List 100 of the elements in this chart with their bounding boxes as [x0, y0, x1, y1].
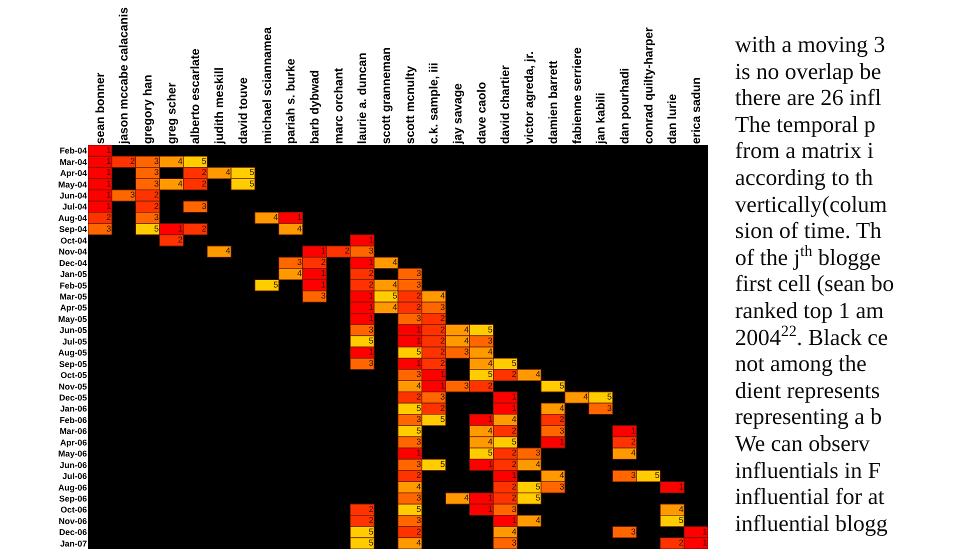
data-label: 3 [512, 538, 517, 548]
data-label: 1 [416, 358, 422, 368]
data-label: 3 [416, 313, 422, 324]
data-label: 5 [249, 167, 254, 178]
y-tick-label: Dec-06 [59, 527, 88, 538]
data-label: 5 [416, 346, 422, 357]
text: according to th [735, 164, 873, 192]
data-label: 4 [392, 302, 398, 312]
data-label: 4 [440, 290, 446, 301]
data-label: 5 [440, 414, 446, 424]
data-label: 1 [368, 256, 374, 267]
data-label: 2 [106, 212, 112, 222]
data-label: 4 [297, 268, 302, 278]
data-label: 4 [273, 212, 278, 222]
data-label: 2 [416, 526, 422, 536]
data-label: 2 [202, 167, 207, 178]
data-label: 4 [512, 414, 517, 424]
data-label: 4 [178, 156, 183, 166]
y-tick-label: Sep-04 [59, 224, 88, 234]
y-tick-label: Mar-05 [60, 291, 88, 302]
data-label: 2 [440, 358, 446, 368]
data-label: 4 [512, 526, 517, 536]
text: sion of time. Th [735, 218, 882, 245]
x-tick-label: scott mcnulty [402, 66, 417, 144]
data-label: 2 [368, 515, 374, 526]
x-tick-label: david chartier [498, 64, 512, 144]
data-label: 5 [202, 156, 207, 166]
data-label: 5 [368, 538, 374, 548]
x-tick-label: fabienne serriere [570, 46, 584, 144]
data-label: 3 [416, 436, 422, 447]
x-tick-label: conrad quilty-harper [641, 26, 656, 144]
data-label: 4 [464, 324, 470, 334]
data-label: 2 [202, 223, 207, 234]
x-tick-label: judith meskill [212, 67, 226, 145]
x-tick-label: michael sciannamea [260, 26, 274, 144]
data-label: 1 [106, 178, 112, 188]
text: influentials in F [735, 458, 881, 484]
data-label: 2 [154, 200, 160, 211]
data-label: 2 [416, 470, 422, 480]
x-tick-label: dan lurie [665, 94, 680, 144]
y-tick-label: Oct-05 [60, 370, 88, 380]
data-label: 5 [249, 178, 254, 188]
x-tick-label: jason mccabe calacanis [116, 6, 131, 145]
y-tick-label: Jun-06 [60, 460, 88, 470]
y-tick-label: Sep-05 [59, 358, 88, 369]
data-label: 5 [512, 436, 517, 447]
data-label: 1 [512, 402, 517, 413]
text: there are 26 infl [735, 85, 882, 112]
y-tick-label: May-05 [58, 314, 88, 324]
data-label: 3 [464, 380, 470, 390]
data-label: 4 [559, 402, 564, 413]
text: ranked top 1 am [735, 298, 884, 325]
data-label: 4 [488, 436, 493, 447]
y-tick-label: Oct-06 [60, 504, 88, 515]
data-label: 1 [416, 336, 422, 346]
data-label: 4 [536, 458, 541, 469]
x-tick-label: marc orchant [331, 68, 346, 144]
y-tick-label: May-06 [58, 448, 88, 459]
data-label: 4 [392, 256, 398, 267]
text: of the j$^{th}$ blogge [735, 243, 881, 272]
data-label: 3 [416, 369, 422, 380]
text: dient represents [735, 378, 880, 404]
y-tick-label: Mar-04 [60, 156, 88, 167]
data-label: 3 [368, 324, 374, 334]
data-label: 4 [559, 470, 564, 480]
data-label: 2 [368, 504, 374, 514]
text: with a moving 3 [735, 32, 886, 59]
data-label: 1 [631, 425, 636, 436]
data-label: 3 [416, 492, 422, 503]
data-label: 3 [202, 200, 207, 211]
data-label: 3 [488, 336, 493, 346]
y-tick-label: Apr-04 [60, 168, 88, 178]
data-label: 4 [583, 392, 588, 402]
text: We can observ [735, 430, 870, 458]
data-label: 3 [559, 425, 564, 436]
data-label: 2 [512, 369, 517, 380]
data-label: 5 [512, 358, 517, 368]
data-label: 1 [512, 470, 517, 480]
data-label: 5 [559, 380, 564, 390]
x-tick-label: dan pourhadi [617, 68, 632, 144]
data-label: 4 [536, 369, 541, 380]
data-label: 2 [416, 290, 422, 301]
data-label: 4 [488, 358, 493, 368]
x-tick-label: c.k. sample, iii [426, 62, 441, 144]
data-label: 3 [106, 223, 112, 234]
data-label: 2 [512, 492, 517, 503]
y-tick-label: Jul-04 [62, 202, 88, 212]
data-label: 1 [512, 515, 517, 526]
data-label: 5 [273, 279, 278, 290]
data-label: 2 [344, 246, 350, 256]
data-label: 2 [440, 313, 446, 324]
data-label: 2 [178, 234, 183, 245]
data-label: 4 [678, 504, 684, 514]
x-tick-label: sean bonner [92, 72, 107, 144]
data-label: 5 [440, 458, 446, 469]
data-label: 1 [440, 380, 446, 390]
y-tick-label: Jul-05 [62, 336, 88, 346]
y-tick-label: Jun-04 [60, 190, 88, 200]
data-label: 2 [488, 380, 493, 390]
data-label: 1 [368, 302, 374, 312]
